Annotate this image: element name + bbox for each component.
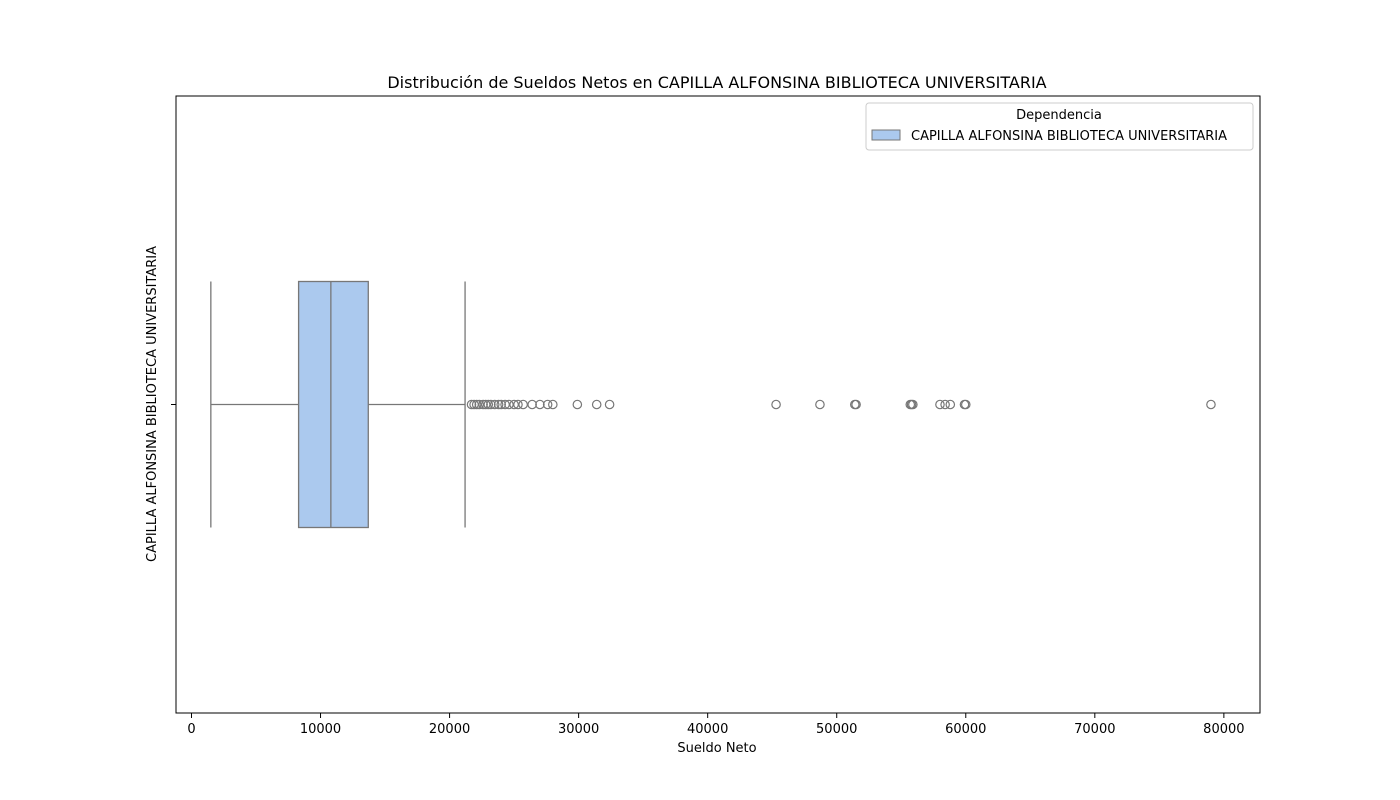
outlier-point bbox=[483, 399, 494, 410]
x-tick-label: 10000 bbox=[300, 722, 341, 737]
outlier-point bbox=[548, 399, 558, 410]
outlier-point bbox=[945, 399, 956, 410]
x-axis-label: Sueldo Neto bbox=[677, 741, 756, 756]
outlier-point bbox=[935, 399, 945, 410]
outlier-point bbox=[940, 399, 950, 410]
x-axis: 0 10000 20000 30000 40000 50000 60000 70000 8000… bbox=[187, 713, 1245, 737]
outlier-point bbox=[542, 399, 553, 410]
outlier-point bbox=[478, 399, 488, 410]
outlier-point bbox=[513, 399, 523, 410]
outlier-point bbox=[851, 399, 861, 410]
outlier-point bbox=[493, 399, 504, 410]
outlier-point bbox=[527, 399, 537, 410]
outlier-point bbox=[604, 399, 615, 410]
x-tick-label: 30000 bbox=[558, 722, 599, 737]
legend-swatch bbox=[871, 129, 901, 141]
legend-title: Dependencia bbox=[1016, 108, 1102, 123]
outlier-point bbox=[535, 399, 545, 410]
outlier-point bbox=[960, 399, 971, 410]
x-tick-label: 80000 bbox=[1203, 722, 1244, 737]
outlier-point bbox=[908, 399, 918, 410]
outlier-point bbox=[572, 399, 583, 410]
x-tick-label: 20000 bbox=[429, 722, 470, 737]
chart-title: Distribución de Sueldos Netos en CAPILLA… bbox=[387, 73, 1046, 92]
outlier-point bbox=[500, 399, 510, 410]
plot-area bbox=[210, 280, 1216, 529]
iqr-box bbox=[297, 280, 369, 529]
x-tick-label: 50000 bbox=[816, 722, 857, 737]
outlier-point bbox=[518, 399, 528, 410]
outlier-point bbox=[771, 399, 781, 410]
outlier-point bbox=[486, 399, 496, 410]
outlier-point bbox=[474, 399, 485, 410]
outlier-point bbox=[509, 399, 519, 410]
legend-frame bbox=[865, 102, 1254, 151]
outlier-point bbox=[469, 399, 479, 410]
legend-entry-label: CAPILLA ALFONSINA BIBLIOTECA UNIVERSITAR… bbox=[911, 129, 1227, 144]
x-tick-label: 40000 bbox=[687, 722, 728, 737]
legend: Dependencia CAPILLA ALFONSINA BIBLIOTECA… bbox=[865, 102, 1254, 151]
outlier-point bbox=[815, 399, 825, 410]
x-tick-label: 70000 bbox=[1074, 722, 1115, 737]
y-axis-label: CAPILLA ALFONSINA BIBLIOTECA UNIVERSITAR… bbox=[145, 246, 160, 562]
x-tick-label: 0 bbox=[187, 722, 195, 737]
outlier-point bbox=[489, 399, 500, 410]
outlier-point bbox=[466, 399, 477, 410]
outlier-point bbox=[471, 399, 482, 410]
outlier-point bbox=[480, 399, 491, 410]
outlier-point bbox=[496, 399, 506, 410]
outlier-point bbox=[504, 399, 514, 410]
x-tick-label: 60000 bbox=[945, 722, 986, 737]
outlier-point bbox=[591, 399, 602, 410]
outlier-point bbox=[1206, 399, 1216, 410]
